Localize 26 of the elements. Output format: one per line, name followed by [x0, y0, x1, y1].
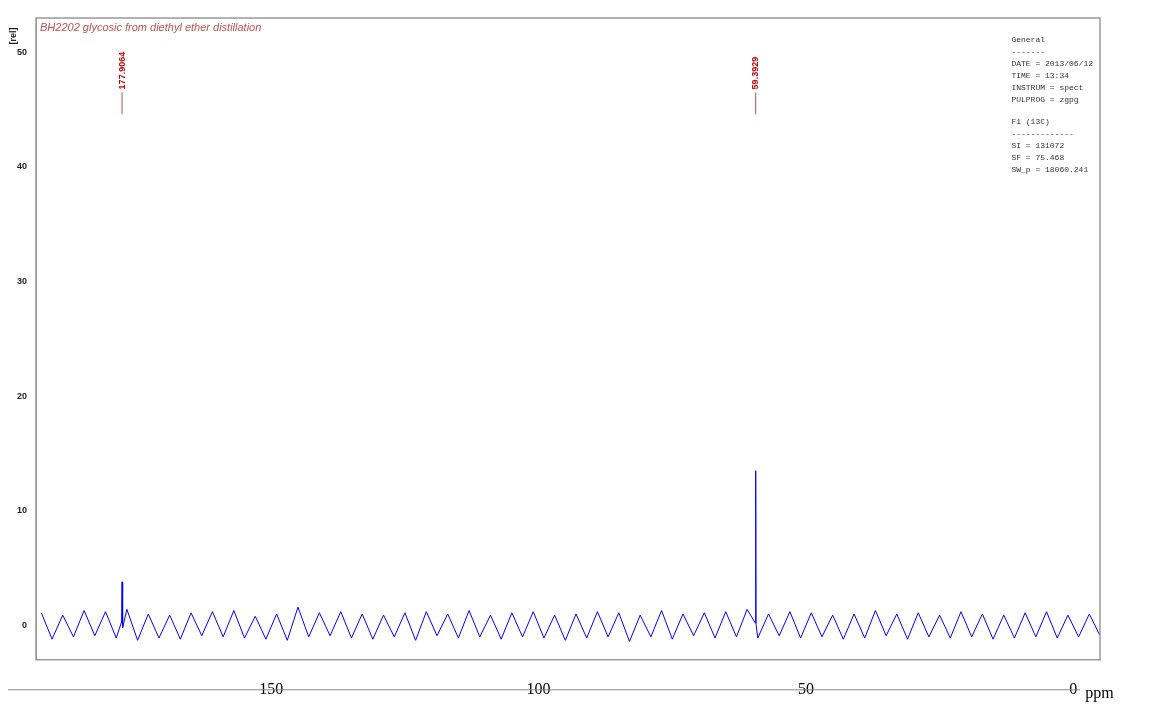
annotation: 177.9064: [116, 51, 127, 90]
y-tick-label: 30: [17, 276, 28, 287]
annotation: F1 (13C): [1011, 116, 1051, 128]
annotation: SI = 131072: [1011, 140, 1066, 152]
annotation: PULPROG = zgpg: [1011, 94, 1080, 106]
chart-title: BH2202 glycosic from diethyl ether distillation: [40, 20, 262, 33]
x-axis-title: ppm: [1085, 684, 1115, 702]
annotation: TIME = 13:34: [1011, 70, 1070, 82]
x-tick-label: 100: [526, 679, 551, 697]
annotation: SF = 75.468: [1011, 152, 1066, 164]
annotation: DATE = 2013/06/12: [1011, 58, 1093, 70]
y-tick-label: 10: [17, 505, 28, 516]
annotation: -------------: [1011, 128, 1075, 140]
y-tick-label: 0: [22, 619, 28, 630]
annotation: 59.3929: [750, 56, 761, 90]
y-tick-label: 50: [17, 46, 28, 57]
x-tick-label: 50: [797, 679, 814, 697]
annotation: General: [1011, 34, 1046, 46]
annotation: -------: [1011, 46, 1046, 58]
y-tick-label: 20: [17, 390, 28, 401]
y-tick-label: 40: [17, 161, 28, 172]
annotation: SW_p = 18060.241: [1011, 164, 1090, 176]
y-axis-title: [rel]: [8, 27, 19, 45]
annotation: INSTRUM = spect: [1011, 82, 1085, 94]
x-tick-label: 0: [1069, 679, 1078, 697]
x-tick-label: 150: [259, 679, 284, 697]
